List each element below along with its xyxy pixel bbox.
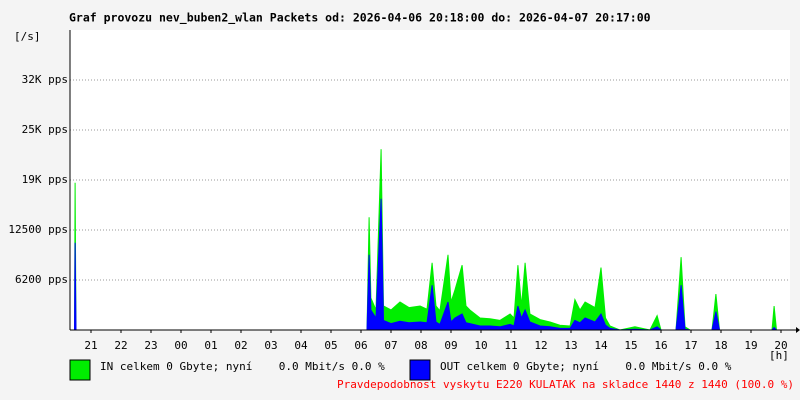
x-tick-label: 10 — [474, 339, 487, 352]
x-tick-label: 01 — [204, 339, 217, 352]
x-tick-label: 15 — [624, 339, 637, 352]
y-tick-label: 6200 pps — [15, 273, 68, 286]
x-tick-label: 19 — [744, 339, 757, 352]
legend-swatch — [69, 359, 91, 381]
x-tick-label: 08 — [414, 339, 427, 352]
legend-swatch — [409, 359, 431, 381]
x-tick-label: 03 — [264, 339, 277, 352]
x-tick-label: 07 — [384, 339, 397, 352]
x-tick-label: 14 — [594, 339, 608, 352]
y-axis-label: [/s] — [14, 30, 41, 43]
x-tick-label: 22 — [114, 339, 127, 352]
x-axis-arrow — [796, 327, 800, 333]
x-tick-label: 20 — [774, 339, 787, 352]
x-tick-label: 09 — [444, 339, 457, 352]
y-tick-label: 32K pps — [22, 73, 68, 86]
series-area — [70, 198, 790, 331]
x-tick-label: 11 — [504, 339, 517, 352]
y-tick-label: 12500 pps — [8, 223, 68, 236]
x-tick-label: 00 — [174, 339, 187, 352]
footer-note: Pravdepodobnost vyskytu E220 KULATAK na … — [337, 378, 794, 391]
y-tick-label: 25K pps — [22, 123, 68, 136]
legend-label: OUT celkem 0 Gbyte; nyní 0.0 Mbit/s 0.0 … — [440, 360, 732, 373]
x-tick-label: 06 — [354, 339, 367, 352]
x-tick-label: 05 — [324, 339, 337, 352]
x-tick-label: 21 — [84, 339, 97, 352]
x-tick-label: 12 — [534, 339, 547, 352]
series-area — [70, 149, 790, 331]
x-tick-label: 04 — [294, 339, 308, 352]
x-axis-label: [h] — [769, 349, 789, 362]
x-tick-label: 16 — [654, 339, 667, 352]
x-tick-label: 23 — [144, 339, 157, 352]
y-tick-label: 19K pps — [22, 173, 68, 186]
legend-label: IN celkem 0 Gbyte; nyní 0.0 Mbit/s 0.0 % — [100, 360, 385, 373]
chart-title: Graf provozu nev_buben2_wlan Packets od:… — [69, 11, 651, 26]
x-tick-label: 02 — [234, 339, 247, 352]
x-tick-label: 17 — [684, 339, 697, 352]
x-tick-label: 18 — [714, 339, 727, 352]
x-tick-label: 13 — [564, 339, 577, 352]
